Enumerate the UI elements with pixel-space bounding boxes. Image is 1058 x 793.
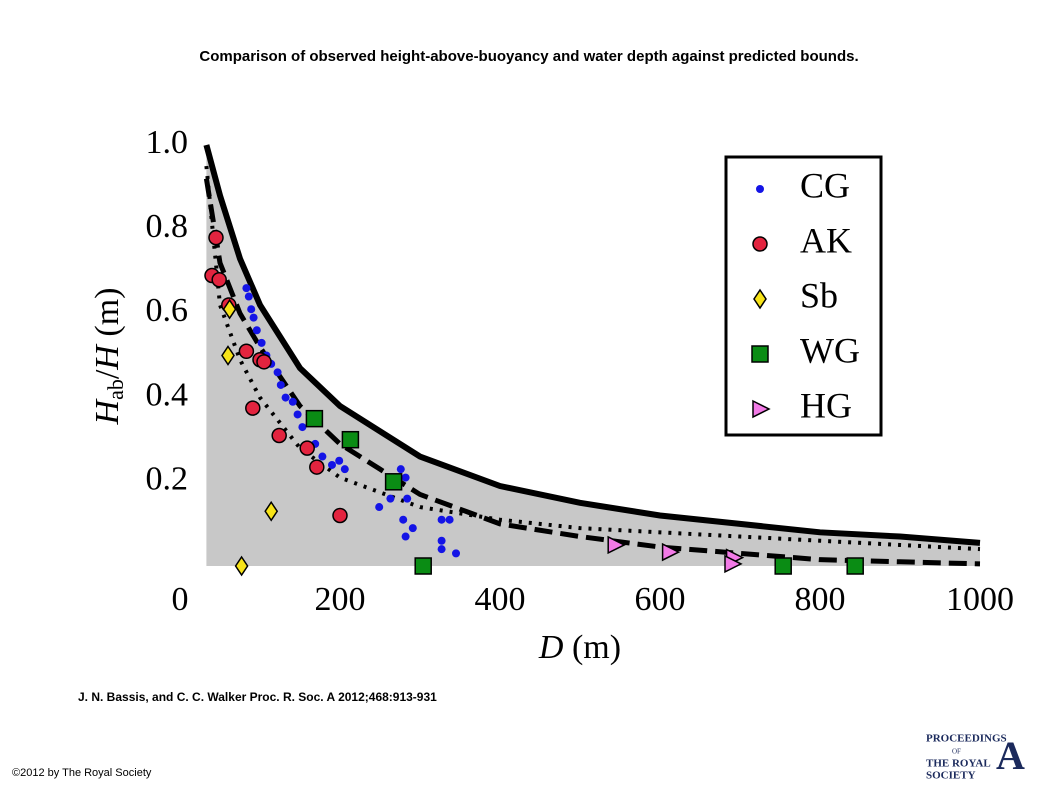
- legend-label: WG: [800, 330, 860, 370]
- bound-curve: [204, 165, 981, 552]
- point: [247, 305, 256, 314]
- point: [724, 554, 743, 574]
- point: [299, 440, 315, 456]
- point: [309, 459, 325, 475]
- point: [445, 515, 454, 524]
- point: [384, 473, 403, 491]
- point: [245, 400, 261, 416]
- point: [273, 368, 282, 377]
- point: [244, 292, 253, 301]
- point: [276, 380, 285, 389]
- y-tick-label: 0.8: [146, 208, 189, 245]
- y-var2: H: [89, 343, 126, 371]
- point: [249, 313, 258, 322]
- x-var: D: [538, 629, 564, 666]
- point: [774, 557, 792, 575]
- point: [661, 542, 681, 562]
- citation: J. N. Bassis, and C. C. Walker Proc. R. …: [78, 690, 437, 704]
- point: [335, 456, 344, 465]
- x-tick-label: 800: [795, 581, 846, 618]
- point: [437, 515, 446, 524]
- legend-marker: [753, 288, 767, 310]
- point: [375, 503, 384, 512]
- bound-curve: [203, 178, 981, 567]
- logo-text: SOCIETY: [926, 770, 976, 782]
- point: [452, 549, 460, 558]
- point: [288, 397, 297, 406]
- point: [401, 532, 410, 541]
- copyright: ©2012 by The Royal Society: [12, 767, 152, 779]
- x-tick-label: 200: [315, 581, 366, 618]
- point: [437, 545, 446, 554]
- legend: CG AK Sb WG HG: [724, 155, 883, 437]
- logo-text: OF: [952, 748, 961, 756]
- x-axis-label: D (m): [538, 629, 621, 666]
- point: [408, 524, 417, 533]
- point: [293, 410, 302, 419]
- logo-letter: A: [996, 733, 1025, 778]
- y-var: H: [89, 397, 126, 425]
- point: [607, 535, 626, 555]
- point: [305, 409, 324, 428]
- y-axis-label: Hab/H (m): [89, 288, 128, 426]
- point: [318, 452, 327, 461]
- logo-text: THE ROYAL: [926, 758, 991, 770]
- point: [396, 465, 405, 474]
- point: [298, 423, 307, 432]
- point: [281, 393, 290, 402]
- bound-region: [206, 145, 980, 566]
- point: [846, 557, 864, 575]
- point: [332, 507, 348, 524]
- point: [257, 338, 266, 347]
- point: [256, 354, 272, 370]
- point: [221, 345, 235, 366]
- point: [328, 460, 336, 469]
- legend-label: AK: [800, 220, 852, 260]
- y-unit: (m): [89, 288, 126, 337]
- logo-text: PROCEEDINGS: [926, 733, 1007, 745]
- y-tick-label: 0.6: [146, 292, 189, 329]
- citation-box: J. N. Bassis, and C. C. Walker Proc. R. …: [78, 690, 437, 704]
- point: [386, 494, 395, 503]
- chart-title: Comparison of observed height-above-buoy…: [199, 48, 858, 65]
- point: [414, 557, 432, 575]
- point: [208, 229, 224, 246]
- point: [222, 298, 237, 320]
- logo: PROCEEDINGS OF THE ROYAL SOCIETY A: [926, 733, 1025, 782]
- point: [242, 284, 251, 293]
- y-tick-label: 0.4: [146, 376, 189, 413]
- legend-label: HG: [800, 385, 852, 425]
- x-tick-label: 400: [475, 581, 526, 618]
- y-tick-label: 1.0: [146, 124, 189, 161]
- y-tick-label: 0.2: [146, 461, 189, 498]
- x-tick-label: 0: [172, 581, 189, 618]
- legend-box: [724, 155, 883, 437]
- y-slash: /: [89, 369, 126, 379]
- point: [264, 500, 279, 522]
- point: [401, 473, 410, 482]
- legend-label: Sb: [800, 275, 838, 315]
- y-sub: ab: [103, 379, 128, 400]
- point: [234, 555, 249, 577]
- legend-marker: [751, 345, 769, 363]
- legend-marker: [756, 185, 764, 193]
- bound-curve: [203, 144, 981, 546]
- legend-marker: [752, 399, 771, 419]
- plot: 0 200 400 600 800 1000 0.2 0.4 0.6 0.8 1.0: [146, 124, 1015, 618]
- point: [252, 326, 261, 335]
- legend-label: CG: [800, 165, 850, 205]
- point: [437, 536, 446, 545]
- point: [340, 465, 349, 474]
- point: [271, 427, 287, 444]
- point: [403, 494, 412, 503]
- point: [399, 515, 408, 524]
- legend-marker: [752, 236, 768, 252]
- point: [211, 271, 227, 288]
- point: [341, 430, 360, 449]
- x-tick-label: 600: [635, 581, 686, 618]
- x-tick-label: 1000: [946, 581, 1014, 618]
- point: [238, 343, 255, 360]
- x-unit: (m): [572, 629, 621, 666]
